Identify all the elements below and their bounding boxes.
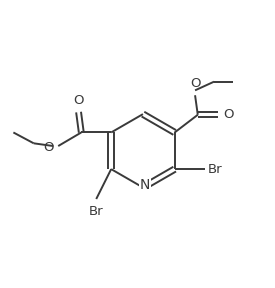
Text: Br: Br (208, 163, 222, 176)
Text: Br: Br (89, 205, 104, 218)
Text: O: O (223, 108, 233, 121)
Text: O: O (73, 94, 84, 107)
Text: O: O (43, 141, 53, 154)
Text: N: N (140, 178, 150, 192)
Text: O: O (190, 77, 200, 90)
